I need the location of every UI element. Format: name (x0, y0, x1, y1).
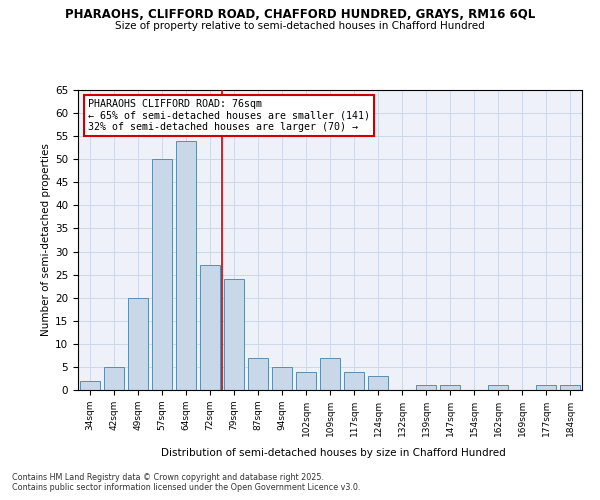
Bar (560, 386, 580, 390)
Bar (176, 141, 196, 390)
Text: Distribution of semi-detached houses by size in Chafford Hundred: Distribution of semi-detached houses by … (161, 448, 505, 458)
Text: PHARAOHS, CLIFFORD ROAD, CHAFFORD HUNDRED, GRAYS, RM16 6QL: PHARAOHS, CLIFFORD ROAD, CHAFFORD HUNDRE… (65, 8, 535, 20)
Bar (344, 372, 364, 390)
Bar (488, 386, 508, 390)
Bar (368, 376, 388, 390)
Text: Size of property relative to semi-detached houses in Chafford Hundred: Size of property relative to semi-detach… (115, 21, 485, 31)
Bar (440, 386, 460, 390)
Bar (320, 358, 340, 390)
Bar (152, 159, 172, 390)
Text: Contains HM Land Registry data © Crown copyright and database right 2025.: Contains HM Land Registry data © Crown c… (12, 472, 324, 482)
Bar (272, 367, 292, 390)
Text: PHARAOHS CLIFFORD ROAD: 76sqm
← 65% of semi-detached houses are smaller (141)
32: PHARAOHS CLIFFORD ROAD: 76sqm ← 65% of s… (88, 99, 370, 132)
Bar (416, 386, 436, 390)
Bar (296, 372, 316, 390)
Bar (248, 358, 268, 390)
Text: Contains public sector information licensed under the Open Government Licence v3: Contains public sector information licen… (12, 482, 361, 492)
Bar (224, 279, 244, 390)
Bar (128, 298, 148, 390)
Bar (104, 367, 124, 390)
Bar (200, 266, 220, 390)
Bar (80, 381, 100, 390)
Bar (536, 386, 556, 390)
Y-axis label: Number of semi-detached properties: Number of semi-detached properties (41, 144, 51, 336)
